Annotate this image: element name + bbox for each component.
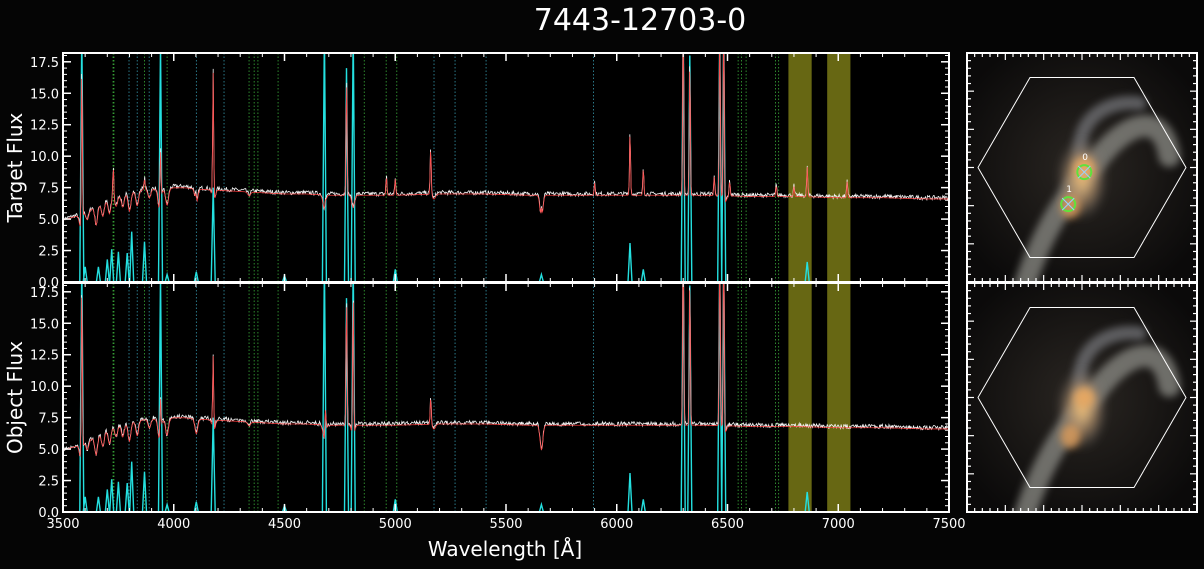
- y-tick-label: 12.5: [30, 119, 59, 134]
- y-tick-label: 7.5: [38, 412, 59, 427]
- model-spectrum: [63, 53, 949, 227]
- galaxy-knot: [1060, 424, 1081, 449]
- plot-area: [63, 283, 949, 512]
- y-tick-label: 15.0: [30, 87, 59, 102]
- figure-title: 7443-12703-0: [533, 3, 747, 38]
- galaxy-image: [967, 283, 1197, 512]
- panel-bottom: 0.0 2.5 5.0 7.5 10.0 12.5 15.0 17.5 3500 4000 4500…: [3, 282, 966, 532]
- y-tick-label: 10.0: [30, 150, 59, 165]
- y-axis-label: Target Flux: [3, 112, 27, 223]
- target-marker: [1060, 196, 1077, 213]
- y-tick-label: 17.5: [30, 56, 59, 71]
- y-tick-label: 12.5: [30, 349, 59, 364]
- ifu-hexagon: [977, 77, 1187, 258]
- x-tick-label: 7000: [822, 517, 855, 532]
- galaxy-nucleus: [1074, 387, 1095, 408]
- x-tick-label: 6500: [711, 517, 744, 532]
- y-tick-label: 5.0: [38, 443, 59, 458]
- y-tick-label: 7.5: [38, 182, 59, 197]
- plot-background: [63, 283, 949, 512]
- plot-area: [63, 53, 949, 282]
- sky-band: [827, 53, 851, 282]
- plot-background: [63, 53, 949, 282]
- ifu-hexagon: [977, 307, 1187, 488]
- y-tick-label: 10.0: [30, 380, 59, 395]
- target-marker: [1076, 164, 1093, 181]
- galaxy-cutout-top: 01: [966, 52, 1198, 283]
- x-tick-label: 6000: [600, 517, 633, 532]
- x-tick-label: 7500: [932, 517, 965, 532]
- sky-band: [788, 283, 812, 512]
- galaxy-nucleus: [1074, 157, 1095, 178]
- galaxy-image: 01: [967, 53, 1197, 282]
- component-spectrum: [79, 283, 810, 512]
- sky-band: [827, 283, 851, 512]
- x-tick-label: 4500: [268, 517, 301, 532]
- data-spectrum: [63, 283, 949, 457]
- sky-band: [788, 53, 812, 282]
- x-tick-label: 5000: [379, 517, 412, 532]
- y-tick-label: 2.5: [38, 475, 59, 490]
- target-marker-cross: [1061, 197, 1075, 211]
- x-axis-label: Wavelength [Å]: [427, 537, 583, 561]
- component-spectrum: [79, 53, 810, 282]
- galaxy-cutout-bottom: [966, 282, 1198, 513]
- y-axis-label: Object Flux: [3, 341, 27, 454]
- y-tick-label: 5.0: [38, 213, 59, 228]
- y-tick-label: 0.0: [38, 276, 59, 291]
- y-tick-label: 2.5: [38, 245, 59, 260]
- panel-top: 0.0 2.5 5.0 7.5 10.0 12.5 15.0 17.5 Target Flux: [3, 52, 950, 291]
- model-spectrum: [63, 283, 949, 458]
- y-tick-label: 0.0: [38, 506, 59, 521]
- y-tick-label: 17.5: [30, 286, 59, 301]
- target-marker-label: 1: [1066, 185, 1072, 195]
- x-tick-label: 3500: [46, 517, 79, 532]
- target-marker-label: 0: [1082, 153, 1088, 163]
- x-tick-label: 5500: [489, 517, 522, 532]
- target-marker-cross: [1077, 165, 1091, 179]
- x-tick-label: 4000: [157, 517, 190, 532]
- y-tick-label: 15.0: [30, 317, 59, 332]
